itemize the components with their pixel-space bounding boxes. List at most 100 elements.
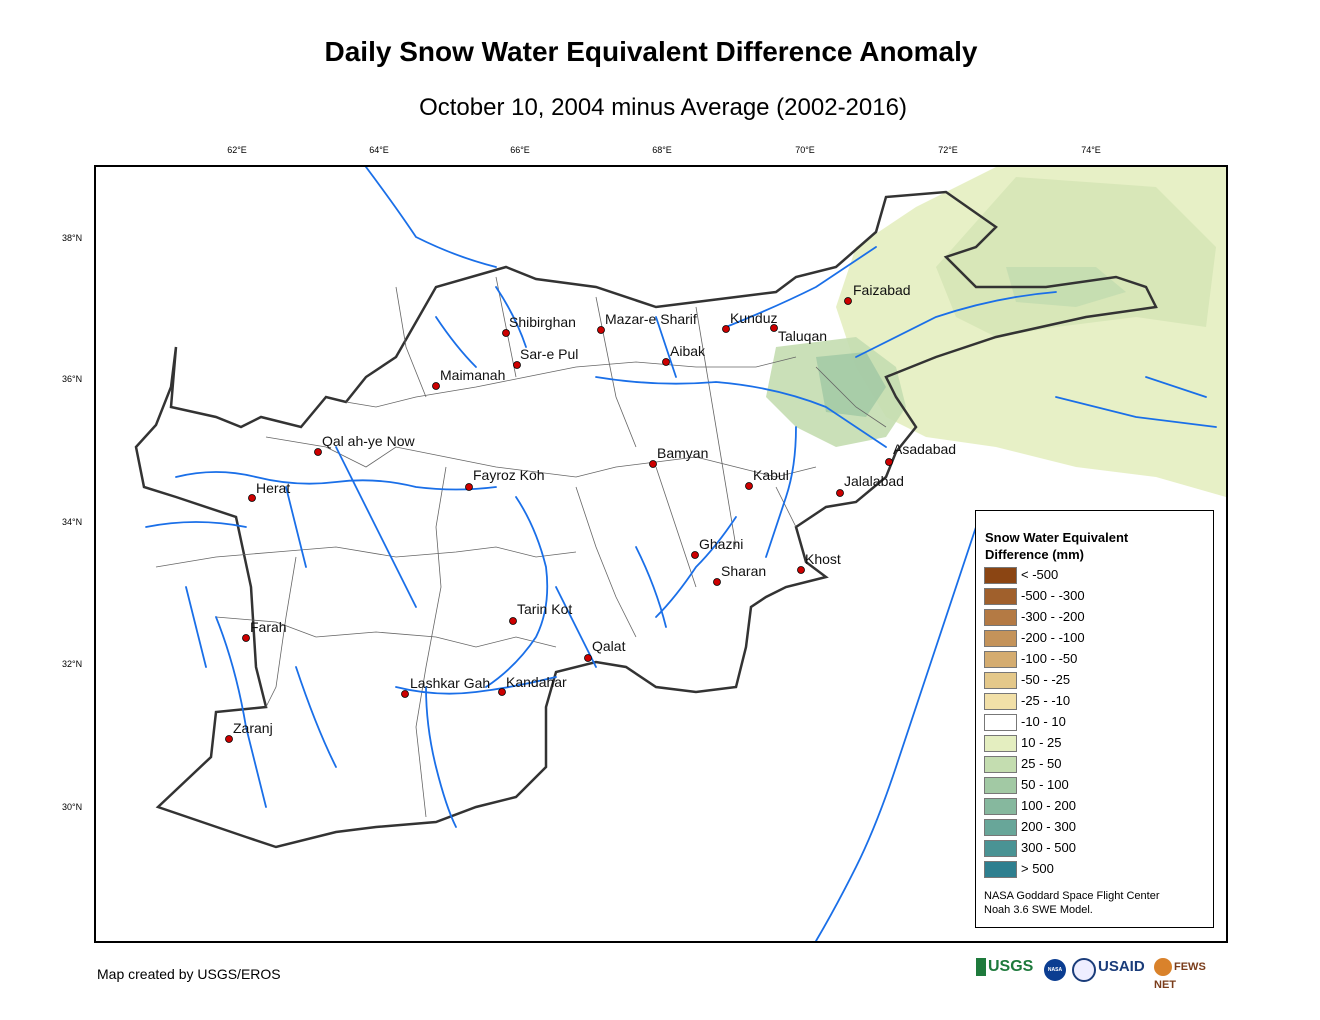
city-label: Jalalabad	[844, 473, 904, 489]
legend-swatch	[984, 693, 1017, 710]
city-label: Sharan	[721, 563, 766, 579]
city-maimanah[interactable]: Maimanah	[432, 367, 506, 390]
city-kunduz[interactable]: Kunduz	[722, 310, 778, 333]
city-label: Qal ah-ye Now	[322, 433, 415, 449]
city-label: Farah	[250, 619, 287, 635]
legend-label: -500 - -300	[1021, 588, 1085, 603]
lon-label-62: 62°E	[227, 145, 247, 155]
rivers	[145, 167, 1217, 941]
legend-label: 50 - 100	[1021, 777, 1069, 792]
city-asadabad[interactable]: Asadabad	[885, 441, 957, 466]
footer-credit: Map created by USGS/EROS	[97, 966, 281, 982]
legend-label: < -500	[1021, 567, 1059, 582]
legend-label: -10 - 10	[1021, 714, 1066, 729]
city-fayroz-koh[interactable]: Fayroz Koh	[465, 467, 545, 491]
legend-swatch	[984, 567, 1017, 584]
map-title: Daily Snow Water Equivalent Difference A…	[324, 36, 978, 67]
legend-label: -25 - -10	[1021, 693, 1071, 708]
city-kabul[interactable]: Kabul	[745, 467, 789, 490]
legend-title-line2: Difference (mm)	[985, 547, 1084, 562]
legend-label: -50 - -25	[1021, 672, 1071, 687]
legend-label: -200 - -100	[1021, 630, 1085, 645]
usaid-logo: USAID	[1098, 958, 1145, 975]
legend-label: 10 - 25	[1021, 735, 1062, 750]
city-label: Aibak	[670, 343, 706, 359]
cities: Faizabad Shibirghan Mazar-e Sharif Kundu…	[225, 282, 957, 743]
lat-label-36: 36°N	[62, 374, 83, 384]
seal-logo	[1072, 958, 1096, 986]
legend-label: 25 - 50	[1021, 756, 1062, 771]
city-label: Kunduz	[730, 310, 777, 326]
map-frame[interactable]: Faizabad Shibirghan Mazar-e Sharif Kundu…	[94, 165, 1228, 943]
city-label: Shibirghan	[509, 314, 576, 330]
city-label: Bamyan	[657, 445, 708, 461]
city-faizabad[interactable]: Faizabad	[844, 282, 911, 305]
legend-swatch	[984, 651, 1017, 668]
city-aibak[interactable]: Aibak	[662, 343, 707, 366]
lon-label-72: 72°E	[938, 145, 958, 155]
city-label: Faizabad	[853, 282, 911, 298]
city-label: Sar-e Pul	[520, 346, 578, 362]
lat-label-30: 30°N	[62, 802, 83, 812]
city-label: Mazar-e Sharif	[605, 311, 697, 327]
city-mazar-e-sharif[interactable]: Mazar-e Sharif	[597, 311, 697, 334]
city-bamyan[interactable]: Bamyan	[649, 445, 709, 468]
city-ghazni[interactable]: Ghazni	[691, 536, 744, 559]
city-sharan[interactable]: Sharan	[713, 563, 767, 586]
legend-label: 200 - 300	[1021, 819, 1076, 834]
snow-anomaly-field	[766, 167, 1226, 497]
agency-logos: USGS NASA USAID FEWS NET	[976, 958, 1228, 991]
city-label: Herat	[256, 480, 290, 496]
city-shibirghan[interactable]: Shibirghan	[502, 314, 576, 337]
city-jalalabad[interactable]: Jalalabad	[836, 473, 904, 497]
legend-swatch	[984, 672, 1017, 689]
city-sar-e-pul[interactable]: Sar-e Pul	[513, 346, 579, 369]
city-farah[interactable]: Farah	[242, 619, 287, 642]
city-label: Kandahar	[506, 674, 567, 690]
city-kandahar[interactable]: Kandahar	[498, 674, 568, 696]
lon-label-66: 66°E	[510, 145, 530, 155]
legend-swatch	[984, 756, 1017, 773]
legend-label: -300 - -200	[1021, 609, 1085, 624]
nasa-logo: NASA	[1044, 958, 1068, 986]
city-zaranj[interactable]: Zaranj	[225, 720, 273, 743]
legend-title: Snow Water Equivalent Difference (mm)	[985, 529, 1128, 563]
lon-label-64: 64°E	[369, 145, 389, 155]
legend-label: > 500	[1021, 861, 1054, 876]
city-khost[interactable]: Khost	[797, 551, 841, 574]
city-taluqan[interactable]: Taluqan	[770, 324, 828, 345]
city-label: Zaranj	[233, 720, 273, 736]
legend-title-line1: Snow Water Equivalent	[985, 530, 1129, 545]
city-qalat[interactable]: Qalat	[584, 638, 626, 662]
city-label: Taluqan	[778, 328, 827, 344]
lon-label-70: 70°E	[795, 145, 815, 155]
legend-credit: NASA Goddard Space Flight Center Noah 3.…	[984, 889, 1159, 917]
legend-swatch	[984, 735, 1017, 752]
city-qal-ah-ye-now[interactable]: Qal ah-ye Now	[314, 433, 416, 456]
map-canvas: Faizabad Shibirghan Mazar-e Sharif Kundu…	[134, 167, 1226, 941]
city-label: Maimanah	[440, 367, 505, 383]
usgs-logo: USGS	[976, 958, 1038, 986]
map-legend: Snow Water Equivalent Difference (mm) < …	[975, 510, 1214, 928]
city-label: Asadabad	[893, 441, 956, 457]
legend-swatch	[984, 714, 1017, 731]
map-subtitle: October 10, 2004 minus Average (2002-201…	[419, 94, 907, 121]
legend-label: -100 - -50	[1021, 651, 1078, 666]
legend-swatch	[984, 609, 1017, 626]
lat-label-34: 34°N	[62, 517, 83, 527]
city-tarin-kot[interactable]: Tarin Kot	[509, 601, 573, 625]
legend-swatch	[984, 798, 1017, 815]
city-label: Kabul	[753, 467, 789, 483]
lon-label-74: 74°E	[1081, 145, 1101, 155]
legend-credit-line2: Noah 3.6 SWE Model.	[984, 904, 1093, 916]
legend-label: 300 - 500	[1021, 840, 1076, 855]
legend-swatch	[984, 861, 1017, 878]
legend-swatch	[984, 819, 1017, 836]
city-label: Tarin Kot	[517, 601, 572, 617]
city-herat[interactable]: Herat	[248, 480, 291, 502]
country-border	[134, 190, 1158, 849]
lon-label-68: 68°E	[652, 145, 672, 155]
city-lashkar-gah[interactable]: Lashkar Gah	[401, 675, 491, 698]
lat-label-32: 32°N	[62, 659, 83, 669]
legend-credit-line1: NASA Goddard Space Flight Center	[984, 890, 1160, 902]
